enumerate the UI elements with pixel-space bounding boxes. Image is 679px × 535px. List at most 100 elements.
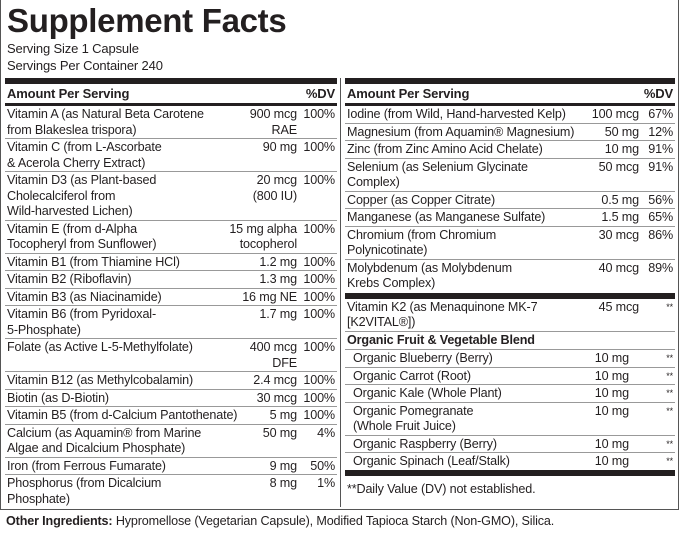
table-row: Vitamin B1 (from Thiamine HCl) 1.2 mg 100% <box>5 254 337 271</box>
section-bar <box>345 292 675 299</box>
nutrient-name: Molybdenum (as Molybdenum Krebs Complex) <box>347 260 512 291</box>
nutrient-name: Vitamin A (as Natural Beta Carotene from… <box>7 107 204 137</box>
nutrient-amount: 50 mg <box>604 124 639 139</box>
nutrient-name: Vitamin B3 (as Niacinamide) <box>7 289 162 304</box>
dv-header: %DV <box>305 86 335 101</box>
other-ingredients-label: Other Ingredients: <box>6 514 113 528</box>
nutrient-dv: ** <box>666 353 673 363</box>
header-bar <box>345 78 675 84</box>
nutrient-amount: 10 mg <box>594 368 629 383</box>
nutrient-name: Organic Pomegranate (Whole Fruit Juice) <box>353 403 474 434</box>
nutrient-name: Copper (as Copper Citrate) <box>347 192 495 207</box>
nutrient-name: Organic Carrot (Root) <box>353 368 471 383</box>
nutrient-dv: 56% <box>648 192 673 207</box>
nutrient-amount: 90 mg <box>262 140 297 154</box>
panel-header: Supplement Facts Serving Size 1 Capsule … <box>1 0 678 78</box>
blend-rows: Organic Blueberry (Berry) 10 mg ** Organic … <box>345 350 675 470</box>
nutrient-name: Vitamin B5 (from d-Calcium Pantothenate) <box>7 408 238 422</box>
nutrient-amount: 45 mcg <box>598 299 640 314</box>
nutrient-name: Manganese (as Manganese Sulfate) <box>347 210 546 224</box>
nutrient-dv: 100% <box>303 340 335 354</box>
table-row: Organic Pomegranate (Whole Fruit Juice) 1… <box>345 403 675 436</box>
nutrient-dv: 91% <box>648 142 673 156</box>
right-nutrient-table: Amount Per Serving %DV Iodine (from Wild… <box>341 78 678 507</box>
nutrient-dv: 100% <box>303 254 335 269</box>
nutrient-amount: 10 mg <box>594 403 629 418</box>
nutrient-dv: ** <box>666 405 673 416</box>
table-row: Vitamin B2 (Riboflavin) 1.3 mg 100% <box>5 271 337 289</box>
nutrient-dv: 100% <box>303 272 335 286</box>
nutrient-dv: 50% <box>310 458 335 473</box>
table-row: Organic Carrot (Root) 10 mg ** <box>345 368 675 385</box>
nutrient-name: Vitamin D3 (as Plant-based Cholecalcifer… <box>7 173 157 218</box>
nutrient-dv: 1% <box>317 476 335 490</box>
nutrient-dv: ** <box>666 301 673 312</box>
table-row: Vitamin D3 (as Plant-based Cholecalcifer… <box>5 172 337 221</box>
nutrient-name: Selenium (as Selenium Glycinate Complex) <box>347 159 528 190</box>
nutrient-dv: 4% <box>317 425 335 440</box>
nutrient-amount: 400 mcg DFE <box>249 340 297 370</box>
nutrient-dv: ** <box>666 438 673 449</box>
footnote: **Daily Value (DV) not established. <box>347 481 536 496</box>
nutrient-amount: 1.7 mg <box>259 307 297 321</box>
amount-header: Amount Per Serving <box>347 86 470 101</box>
nutrient-dv: 65% <box>648 210 673 224</box>
nutrient-name: Magnesium (from Aquamin® Magnesium) <box>347 124 575 139</box>
nutrient-amount: 15 mg alpha tocopherol <box>229 221 297 252</box>
nutrient-dv: 100% <box>303 373 335 387</box>
nutrient-amount: 2.4 mcg <box>253 373 297 387</box>
table-row: Vitamin B12 (as Methylcobalamin) 2.4 mcg 1… <box>5 372 337 390</box>
nutrient-amount: 1.2 mg <box>259 254 297 269</box>
table-row: Molybdenum (as Molybdenum Krebs Complex)… <box>345 260 675 292</box>
nutrient-amount: 10 mg <box>594 454 629 468</box>
table-row: Vitamin C (from L-Ascorbate & Acerola Ch… <box>5 139 337 172</box>
table-row: Manganese (as Manganese Sulfate) 1.5 mg 65… <box>345 209 675 227</box>
table-row: Organic Spinach (Leaf/Stalk) 10 mg ** <box>345 453 675 470</box>
left-rows: Vitamin A (as Natural Beta Carotene from… <box>5 106 337 507</box>
table-header: Amount Per Serving %DV <box>345 84 675 106</box>
nutrient-dv: 100% <box>303 173 335 187</box>
nutrient-dv: ** <box>666 456 673 466</box>
nutrient-amount: 16 mg NE <box>242 289 297 304</box>
table-row: Copper (as Copper Citrate) 0.5 mg 56% <box>345 192 675 209</box>
table-row: Chromium (from Chromium Polynicotinate) 3… <box>345 227 675 260</box>
header-bar <box>5 78 337 84</box>
nutrient-amount: 0.5 mg <box>601 192 639 207</box>
nutrient-amount: 30 mcg <box>256 390 298 405</box>
nutrient-name: Vitamin C (from L-Ascorbate & Acerola Ch… <box>7 140 162 170</box>
nutrient-dv: 100% <box>303 107 335 121</box>
nutrient-amount: 10 mg <box>594 351 629 365</box>
blend-title: Organic Fruit & Vegetable Blend <box>345 332 675 350</box>
nutrient-dv: 12% <box>648 124 673 139</box>
nutrient-dv: 89% <box>648 260 673 275</box>
table-row: Folate (as Active L-5-Methylfolate) 400 m… <box>5 339 337 372</box>
table-row: Phosphorus (from Dicalcium Phosphate) 8 m… <box>5 475 337 507</box>
servings-per-container: Servings Per Container 240 <box>7 58 163 73</box>
table-row: Iodine (from Wild, Hand-harvested Kelp) 1… <box>345 106 675 124</box>
nutrient-name: Chromium (from Chromium Polynicotinate) <box>347 227 497 258</box>
nutrient-dv: 100% <box>303 140 335 154</box>
nutrient-name: Iodine (from Wild, Hand-harvested Kelp) <box>347 107 566 121</box>
nutrient-amount: 20 mcg (800 IU) <box>252 173 297 203</box>
nutrient-columns: Amount Per Serving %DV Vitamin A (as Nat… <box>1 78 678 507</box>
nutrient-name: Organic Spinach (Leaf/Stalk) <box>353 454 510 468</box>
nutrient-dv: 100% <box>303 289 335 304</box>
nutrient-name: Organic Raspberry (Berry) <box>353 436 497 451</box>
nutrient-name: Biotin (as D-Biotin) <box>7 390 109 405</box>
nutrient-name: Iron (from Ferrous Fumarate) <box>7 458 166 473</box>
nutrient-amount: 40 mcg <box>598 260 640 275</box>
nutrient-amount: 5 mg <box>269 408 298 422</box>
table-row: Organic Blueberry (Berry) 10 mg ** <box>345 350 675 368</box>
nutrient-amount: 1.3 mg <box>259 272 297 286</box>
nutrient-dv: 100% <box>303 408 335 422</box>
other-ingredients-text: Hypromellose (Vegetarian Capsule), Modif… <box>112 514 555 528</box>
table-row: Vitamin K2 (as Menaquinone MK-7 [K2VITAL… <box>345 299 675 332</box>
table-row: Iron (from Ferrous Fumarate) 9 mg 50% <box>5 458 337 475</box>
table-row: Magnesium (from Aquamin® Magnesium) 50 mg… <box>345 124 675 141</box>
nutrient-dv: 86% <box>648 227 673 242</box>
nutrient-amount: 900 mcg RAE <box>249 107 297 137</box>
nutrient-name: Vitamin E (from d-Alpha Tocopheryl from … <box>7 221 157 252</box>
table-row: Organic Raspberry (Berry) 10 mg ** <box>345 436 675 453</box>
section-bar <box>345 469 675 476</box>
nutrient-amount: 9 mg <box>269 458 298 473</box>
